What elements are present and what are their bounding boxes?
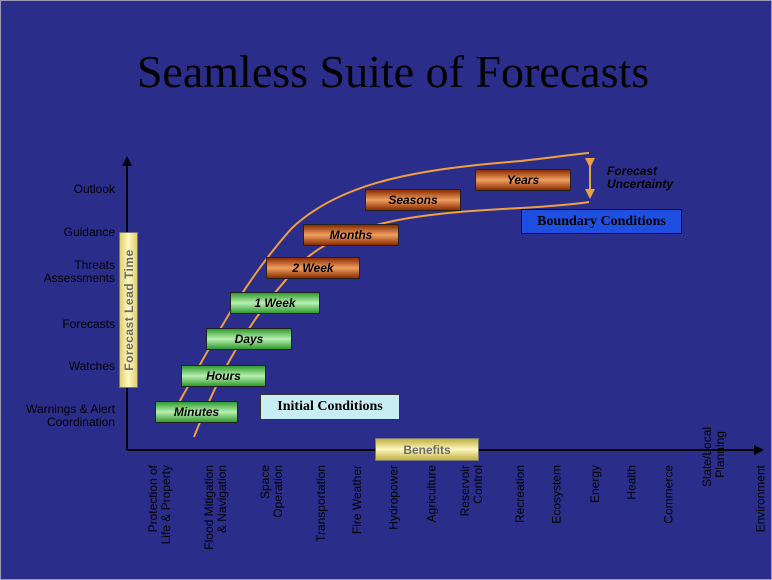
time-box-seasons: Seasons [365, 189, 461, 211]
time-box-minutes: Minutes [155, 401, 238, 423]
time-box-hours: Hours [181, 365, 266, 387]
y-label-watches: Watches [68, 359, 115, 373]
time-box-1-week: 1 Week [230, 292, 320, 314]
x-label-agriculture: Agriculture [424, 465, 438, 523]
x-label-protection: Protection of Life & Property [146, 465, 173, 545]
x-label-space-operation: Space Operation [258, 465, 285, 518]
y-axis-title-text: Forecast Lead Time [121, 249, 136, 371]
y-label-outlook: Outlook [73, 182, 115, 196]
time-box-days: Days [206, 328, 292, 350]
time-box-years: Years [475, 169, 571, 191]
y-label-threats-assessments: Threats Assessments [43, 258, 115, 285]
x-label-ecosystem: Ecosystem [550, 465, 564, 524]
forecast-uncertainty-label: Forecast Uncertainty [607, 164, 674, 191]
x-label-reservoir-control: Reservoir Control [458, 465, 485, 517]
x-label-state-local-planning: State/Local Planning [700, 426, 727, 487]
slide-title: Seamless Suite of Forecasts [136, 46, 650, 97]
x-label-environment: Environment [753, 465, 767, 533]
y-label-guidance: Guidance [63, 225, 115, 239]
x-label-commerce: Commerce [662, 465, 676, 524]
x-label-hydropower: Hydropower [387, 465, 401, 530]
time-box-2-week: 2 Week [266, 257, 360, 279]
x-label-transportation: Transportation [314, 465, 328, 542]
x-label-recreation: Recreation [513, 465, 527, 524]
initial-conditions-label: Initial Conditions [260, 394, 400, 420]
y-label-forecasts: Forecasts [62, 317, 115, 331]
y-label-warnings: Warnings & Alert Coordination [26, 402, 115, 429]
time-box-months: Months [303, 224, 399, 246]
x-label-fire-weather: Fire Weather [350, 465, 364, 535]
x-axis-title: Benefits [375, 438, 479, 461]
x-label-flood-mitigation: Flood Mitigation & Navigation [202, 465, 229, 550]
x-label-health: Health [625, 465, 639, 500]
boundary-conditions-label: Boundary Conditions [521, 209, 682, 234]
x-label-energy: Energy [588, 465, 602, 504]
y-axis-title: Forecast Lead Time [119, 232, 138, 388]
